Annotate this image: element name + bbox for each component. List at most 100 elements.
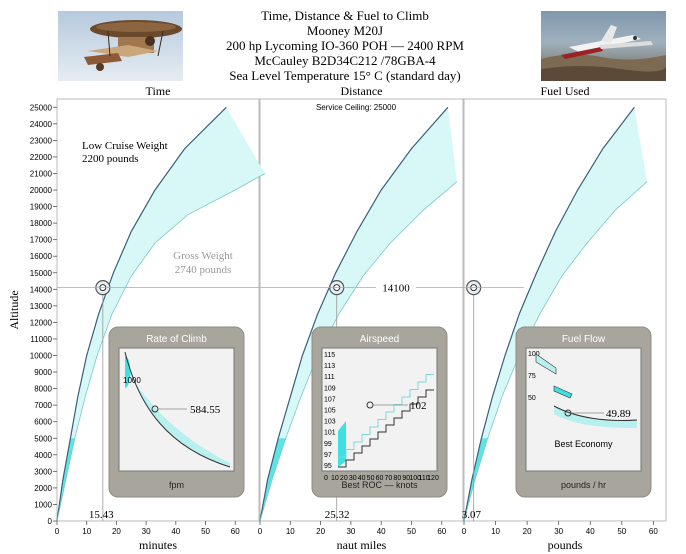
inset-3-y-tick-label: 50 bbox=[528, 395, 536, 402]
x-tick-label: 10 bbox=[82, 527, 91, 536]
y-tick-label: 25000 bbox=[30, 103, 53, 112]
x-tick-label: 0 bbox=[462, 527, 467, 536]
x-tick-label: 60 bbox=[649, 527, 658, 536]
inset-1-plot bbox=[118, 347, 235, 472]
inset-3-readout: 49.89 bbox=[606, 408, 631, 420]
y-axis-label: Altitude bbox=[7, 290, 21, 329]
inset-2-low-band bbox=[338, 421, 346, 467]
y-tick-label: 23000 bbox=[30, 136, 53, 145]
inset-2-x-tick-label: 100 bbox=[409, 475, 421, 482]
service-ceiling-label: Service Ceiling: 25000 bbox=[316, 103, 397, 112]
x-tick-label: 50 bbox=[617, 527, 626, 536]
inset-2-x-label: Best ROC — knots bbox=[341, 480, 418, 490]
inset-2-x-tick-label: 20 bbox=[340, 475, 348, 482]
y-tick-label: 5000 bbox=[34, 434, 52, 443]
x-tick-label: 20 bbox=[316, 527, 325, 536]
x-tick-label: 0 bbox=[258, 527, 263, 536]
inset-2-x-tick-label: 0 bbox=[324, 475, 328, 482]
inset-2-y-tick-label: 101 bbox=[324, 430, 336, 437]
inset-1-readout: 584.55 bbox=[190, 404, 221, 416]
inset-1-title: Rate of Climb bbox=[146, 334, 207, 345]
inset-1-curve bbox=[124, 351, 231, 468]
panel-1-series-gross-weight bbox=[56, 173, 266, 522]
y-tick-label: 0 bbox=[48, 517, 53, 526]
y-tick-label: 20000 bbox=[30, 186, 53, 195]
panel-1-readout: 15.43 bbox=[89, 509, 114, 521]
x-tick-label: 50 bbox=[407, 527, 416, 536]
inset-2-x-tick-label: 40 bbox=[358, 475, 366, 482]
inset-3-y-tick-label: 100 bbox=[528, 351, 540, 358]
selected-altitude-label: 14100 bbox=[382, 283, 410, 295]
y-tick-label: 4000 bbox=[34, 451, 52, 460]
panel-3-x-label: pounds bbox=[548, 538, 583, 552]
x-tick-label: 40 bbox=[377, 527, 386, 536]
y-tick-label: 15000 bbox=[30, 269, 53, 278]
x-tick-label: 20 bbox=[523, 527, 532, 536]
inset-2-x-tick-label: 10 bbox=[331, 475, 339, 482]
selected-altitude-label-bg bbox=[376, 278, 416, 295]
x-tick-label: 30 bbox=[346, 527, 355, 536]
flying-machine-image bbox=[58, 11, 183, 81]
inset-3-curve bbox=[553, 405, 638, 421]
header-title: Time, Distance & Fuel to Climb bbox=[261, 8, 429, 23]
service-ceiling-label-bg bbox=[308, 101, 404, 112]
y-tick-label: 3000 bbox=[34, 467, 52, 476]
inset-2-y-tick-label: 111 bbox=[324, 374, 335, 381]
x-tick-label: 40 bbox=[171, 527, 180, 536]
gross-weight-label-line2: 2740 pounds bbox=[175, 264, 232, 276]
y-tick-label: 10000 bbox=[30, 352, 53, 361]
x-tick-label: 60 bbox=[231, 527, 240, 536]
inset-2-x-tick-label: 80 bbox=[393, 475, 401, 482]
panel-1-series-low-weight bbox=[56, 106, 227, 522]
x-tick-label: 10 bbox=[491, 527, 500, 536]
inset-2-y-tick-label: 113 bbox=[324, 363, 335, 370]
header-aircraft: Mooney M20J bbox=[306, 23, 384, 38]
x-tick-label: 60 bbox=[437, 527, 446, 536]
inset-2-x-tick-label: 30 bbox=[349, 475, 357, 482]
inset-2-x-tick-label: 120 bbox=[427, 475, 439, 482]
inset-2-x-tick-label: 90 bbox=[402, 475, 410, 482]
inset-1-y-tick-label: 1000 bbox=[123, 376, 141, 385]
y-tick-label: 12000 bbox=[30, 318, 53, 327]
panel-3-series-low-weight bbox=[463, 106, 635, 522]
x-tick-label: 50 bbox=[201, 527, 210, 536]
panel-2-readout: 25.32 bbox=[325, 509, 350, 521]
y-tick-label: 21000 bbox=[30, 169, 53, 178]
inset-2-x-tick-label: 110 bbox=[418, 475, 429, 482]
inset-3-y-tick-label: 75 bbox=[528, 373, 536, 380]
panel-3-readout: 3.07 bbox=[462, 509, 482, 521]
inset-2-y-tick-label: 99 bbox=[324, 441, 332, 448]
panel-1-title: Time bbox=[146, 84, 171, 98]
inset-2-x-tick-label: 70 bbox=[385, 475, 393, 482]
inset-3-title: Fuel Flow bbox=[562, 334, 606, 345]
x-tick-label: 30 bbox=[142, 527, 151, 536]
inset-2-y-tick-label: 97 bbox=[324, 452, 332, 459]
x-tick-label: 20 bbox=[112, 527, 121, 536]
x-tick-label: 0 bbox=[55, 527, 60, 536]
x-tick-label: 40 bbox=[586, 527, 595, 536]
inset-2-y-tick-label: 103 bbox=[324, 419, 336, 426]
inset-3-note: Best Economy bbox=[554, 439, 613, 449]
y-tick-label: 8000 bbox=[34, 385, 52, 394]
inset-2-series-low bbox=[338, 389, 434, 468]
gross-weight-label-line1: Gross Weight bbox=[173, 250, 233, 262]
panel-2-title: Distance bbox=[341, 84, 383, 98]
panel-3-weight-band bbox=[464, 107, 648, 522]
y-tick-label: 18000 bbox=[30, 219, 53, 228]
inset-2-y-tick-label: 115 bbox=[324, 352, 335, 359]
y-tick-label: 19000 bbox=[30, 203, 53, 212]
aircraft-photo bbox=[541, 11, 666, 81]
low-weight-label-line2: 2200 pounds bbox=[82, 153, 139, 165]
inset-2-x-tick-label: 50 bbox=[367, 475, 375, 482]
x-tick-label: 10 bbox=[286, 527, 295, 536]
y-tick-label: 14000 bbox=[30, 285, 53, 294]
inset-3-x-label: pounds / hr bbox=[561, 480, 606, 490]
y-tick-label: 22000 bbox=[30, 153, 53, 162]
header-propeller: McCauley B2D34C212 /78GBA-4 bbox=[254, 53, 436, 68]
y-tick-label: 17000 bbox=[30, 236, 53, 245]
y-tick-label: 6000 bbox=[34, 418, 52, 427]
panel-2-weight-band bbox=[260, 107, 457, 522]
inset-2-readout: 102 bbox=[410, 400, 427, 412]
y-tick-label: 13000 bbox=[30, 302, 53, 311]
